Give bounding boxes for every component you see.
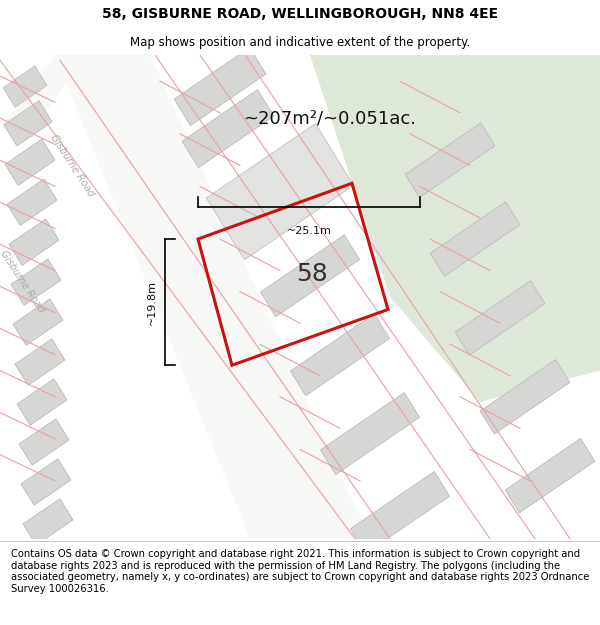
Polygon shape	[505, 438, 595, 513]
Polygon shape	[206, 124, 353, 260]
Polygon shape	[15, 339, 65, 385]
Polygon shape	[11, 259, 61, 306]
Polygon shape	[290, 314, 389, 396]
Polygon shape	[13, 299, 63, 345]
Polygon shape	[260, 235, 359, 317]
Text: ~207m²/~0.051ac.: ~207m²/~0.051ac.	[244, 109, 416, 127]
Polygon shape	[17, 379, 67, 425]
Polygon shape	[21, 459, 71, 505]
Text: Contains OS data © Crown copyright and database right 2021. This information is : Contains OS data © Crown copyright and d…	[11, 549, 589, 594]
Polygon shape	[430, 202, 520, 276]
Polygon shape	[182, 89, 274, 168]
Text: Map shows position and indicative extent of the property.: Map shows position and indicative extent…	[130, 36, 470, 49]
Polygon shape	[3, 66, 47, 107]
Polygon shape	[350, 471, 449, 554]
Polygon shape	[174, 48, 266, 126]
Polygon shape	[310, 55, 600, 402]
Polygon shape	[480, 359, 570, 434]
Text: Gisburne Road: Gisburne Road	[0, 248, 46, 314]
Polygon shape	[5, 139, 55, 186]
Text: ~19.8m: ~19.8m	[147, 279, 157, 324]
Polygon shape	[7, 179, 57, 226]
Polygon shape	[0, 55, 85, 129]
Polygon shape	[9, 219, 59, 266]
Polygon shape	[4, 101, 52, 146]
Polygon shape	[320, 392, 419, 474]
Polygon shape	[19, 419, 69, 465]
Polygon shape	[23, 499, 73, 545]
Text: ~25.1m: ~25.1m	[287, 226, 331, 236]
Polygon shape	[455, 281, 545, 355]
Text: Gisburne Road: Gisburne Road	[48, 132, 96, 198]
Text: 58, GISBURNE ROAD, WELLINGBOROUGH, NN8 4EE: 58, GISBURNE ROAD, WELLINGBOROUGH, NN8 4…	[102, 7, 498, 21]
Text: 58: 58	[296, 262, 328, 286]
Polygon shape	[55, 55, 370, 539]
Polygon shape	[405, 123, 495, 198]
